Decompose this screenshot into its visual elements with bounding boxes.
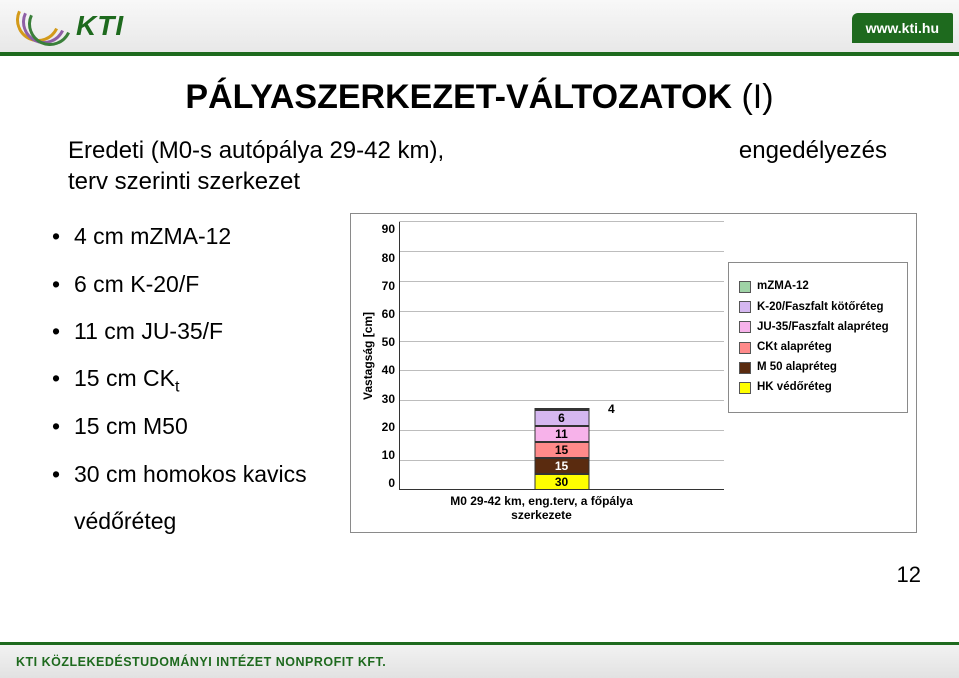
legend-label: CKt alapréteg xyxy=(757,341,832,354)
chart-legend: mZMA-12 K-20/Faszfalt kötőréteg JU-35/Fasz… xyxy=(728,262,908,412)
site-url-tab[interactable]: www.kti.hu xyxy=(852,13,953,43)
legend-item: CKt alapréteg xyxy=(739,341,897,354)
footer-bar: KTI KÖZLEKEDÉSTUDOMÁNYI INTÉZET NONPROFI… xyxy=(0,642,959,678)
bar-segment-label: 30 xyxy=(555,475,568,489)
legend-label: M 50 alapréteg xyxy=(757,361,837,374)
bullet-icon xyxy=(52,213,74,260)
legend-label: HK védőréteg xyxy=(757,381,832,394)
logo-mark-icon xyxy=(14,10,70,42)
list-item: 11 cm JU-35/F xyxy=(52,308,332,355)
ytick-label: 50 xyxy=(375,335,395,349)
bullet-icon xyxy=(52,261,74,308)
header-bar: KTI www.kti.hu xyxy=(0,0,959,56)
title-suffix: (I) xyxy=(732,78,774,116)
ytick-label: 80 xyxy=(375,251,395,265)
subtitle-left-line2: terv szerinti szerkezet xyxy=(68,168,300,195)
subtitle-right: engedélyezés xyxy=(739,135,887,197)
bar-segment-k20: 6 xyxy=(534,410,589,426)
xlabel-line2: szerkezete xyxy=(359,508,724,522)
ytick-label: 30 xyxy=(375,392,395,406)
ytick-label: 0 xyxy=(375,476,395,490)
legend-swatch-icon xyxy=(739,342,751,354)
bullet-icon xyxy=(52,451,74,498)
list-item-text: 15 cm CKt xyxy=(74,355,179,404)
xlabel-line1: M0 29-42 km, eng.terv, a főpálya xyxy=(450,494,633,508)
bar-segment-label: 4 xyxy=(608,402,615,416)
bar-segment-mzma: 4 xyxy=(534,408,589,410)
subtitle: Eredeti (M0-s autópálya 29-42 km), terv … xyxy=(68,135,917,197)
legend-item: mZMA-12 xyxy=(739,280,897,293)
stacked-bar: 30 15 15 11 64 xyxy=(534,408,589,490)
page-title: PÁLYASZERKEZET-VÁLTOZATOK (I) xyxy=(42,78,917,117)
bar-segment-ju35: 11 xyxy=(534,426,589,442)
legend-swatch-icon xyxy=(739,321,751,333)
list-item: 6 cm K-20/F xyxy=(52,261,332,308)
chart-yticks: 90 80 70 60 50 40 30 20 10 0 xyxy=(375,222,399,490)
legend-label: K-20/Faszfalt kötőréteg xyxy=(757,301,884,314)
subtitle-left-line1: Eredeti (M0-s autópálya 29-42 km), xyxy=(68,137,444,164)
list-item-text: 11 cm JU-35/F xyxy=(74,308,223,355)
chart-plot-area: 3015151164 xyxy=(399,222,724,490)
footer-text: KTI KÖZLEKEDÉSTUDOMÁNYI INTÉZET NONPROFI… xyxy=(16,655,386,669)
ytick-label: 90 xyxy=(375,222,395,236)
list-item: 30 cm homokos kavics védőréteg xyxy=(52,451,332,545)
list-item-text: 15 cm M50 xyxy=(74,403,188,450)
slide-body: PÁLYASZERKEZET-VÁLTOZATOK (I) Eredeti (M… xyxy=(0,56,959,636)
bullet-icon xyxy=(52,355,74,402)
ytick-label: 70 xyxy=(375,279,395,293)
legend-swatch-icon xyxy=(739,301,751,313)
ytick-label: 40 xyxy=(375,363,395,377)
chart-container: Vastagság [cm] 90 80 70 60 50 40 30 20 10 0 30 15 1… xyxy=(350,213,917,533)
bullet-icon xyxy=(52,308,74,355)
list-item: 15 cm M50 xyxy=(52,403,332,450)
legend-item: JU-35/Faszfalt alapréteg xyxy=(739,321,897,334)
chart-ylabel: Vastagság [cm] xyxy=(359,222,375,490)
list-item-text: 6 cm K-20/F xyxy=(74,261,199,308)
bar-segment-label: 15 xyxy=(555,443,568,457)
ytick-label: 20 xyxy=(375,420,395,434)
list-item: 4 cm mZMA-12 xyxy=(52,213,332,260)
bar-segment-label: 15 xyxy=(555,459,568,473)
slide-number: 12 xyxy=(897,562,921,588)
legend-swatch-icon xyxy=(739,281,751,293)
bar-segment-m50: 15 xyxy=(534,458,589,474)
bar-segment-hk: 30 xyxy=(534,474,589,490)
bar-segment-ckt: 15 xyxy=(534,442,589,458)
list-item-text: 30 cm homokos kavics védőréteg xyxy=(74,451,332,545)
ytick-label: 10 xyxy=(375,448,395,462)
bar-segment-label: 6 xyxy=(558,411,565,425)
bar-segment-label: 11 xyxy=(555,427,568,441)
list-item-text: 4 cm mZMA-12 xyxy=(74,213,231,260)
bullet-icon xyxy=(52,403,74,450)
logo: KTI xyxy=(14,10,124,42)
chart-xlabel: M0 29-42 km, eng.terv, a főpálya szerkez… xyxy=(359,490,724,522)
legend-item: HK védőréteg xyxy=(739,381,897,394)
bullet-list: 4 cm mZMA-126 cm K-20/F11 cm JU-35/F15 c… xyxy=(42,213,332,544)
legend-label: mZMA-12 xyxy=(757,280,809,293)
legend-swatch-icon xyxy=(739,362,751,374)
title-main: PÁLYASZERKEZET-VÁLTOZATOK xyxy=(185,78,732,116)
legend-item: K-20/Faszfalt kötőréteg xyxy=(739,301,897,314)
ytick-label: 60 xyxy=(375,307,395,321)
legend-item: M 50 alapréteg xyxy=(739,361,897,374)
legend-label: JU-35/Faszfalt alapréteg xyxy=(757,321,889,334)
list-item: 15 cm CKt xyxy=(52,355,332,404)
logo-text: KTI xyxy=(76,10,124,42)
legend-swatch-icon xyxy=(739,382,751,394)
